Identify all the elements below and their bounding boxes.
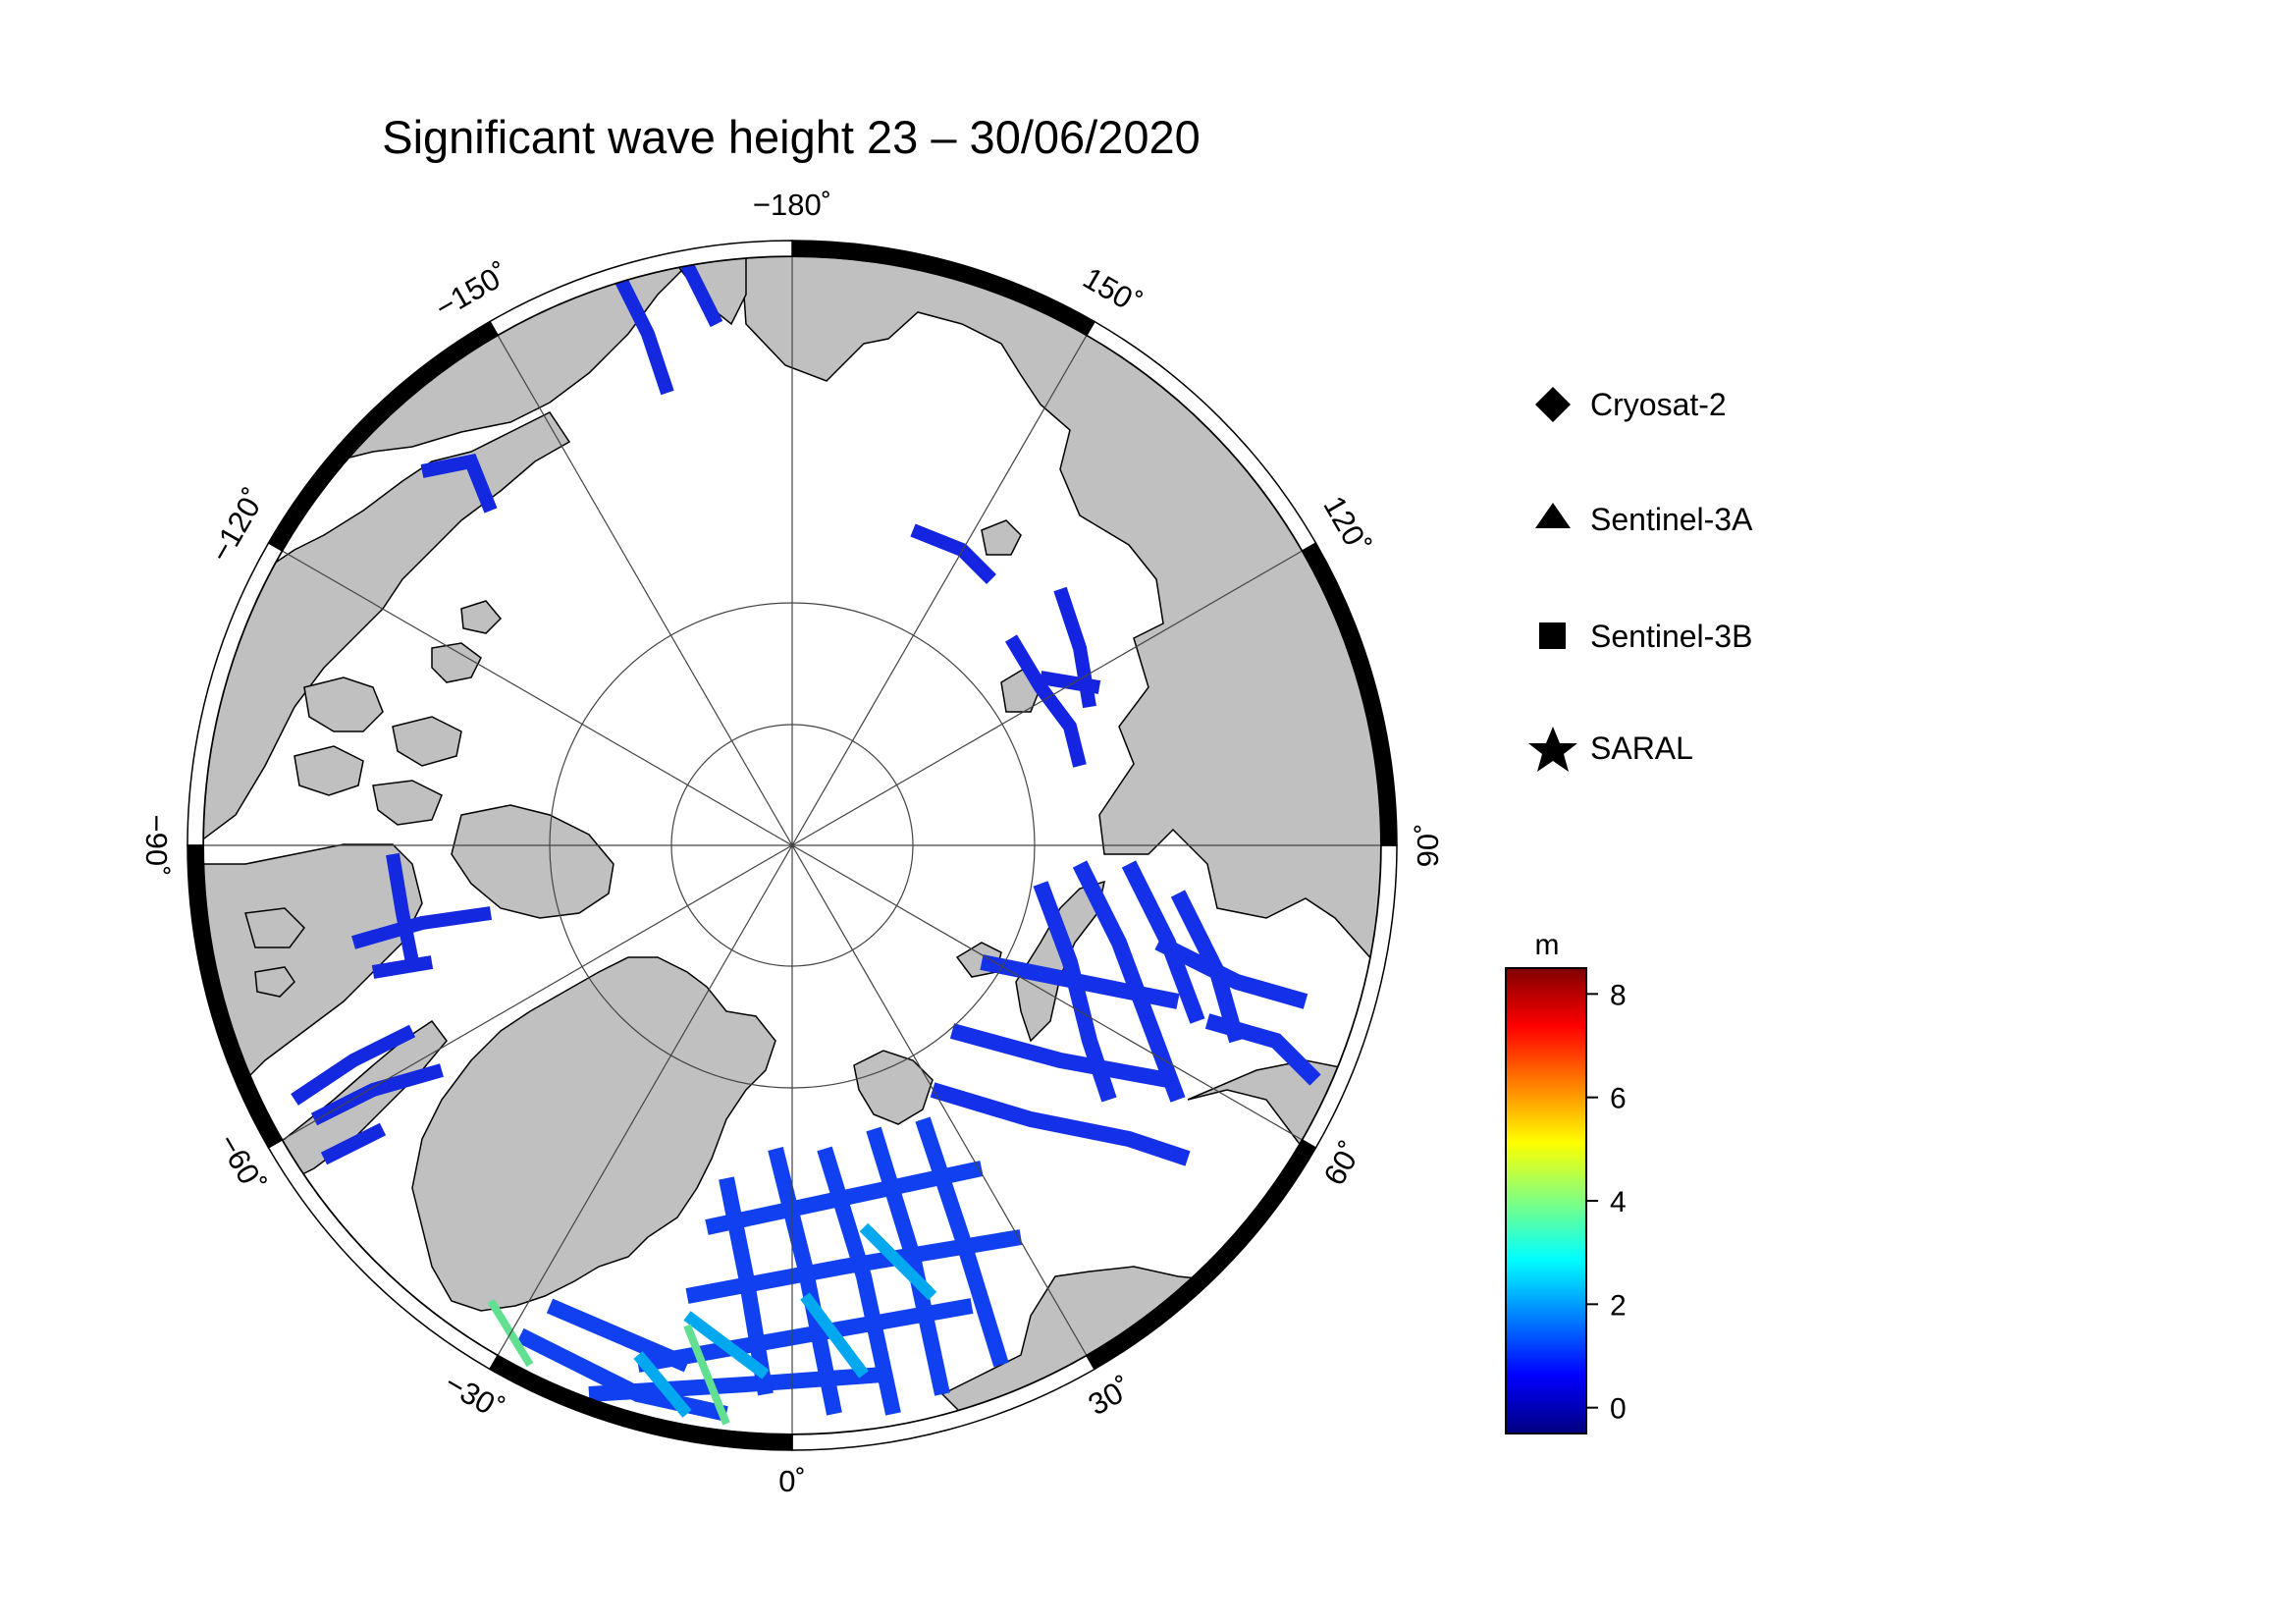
colorbar-ticks: 0 2 4 6 8 — [1586, 979, 1627, 1426]
latitude-circle-80 — [549, 602, 1036, 1089]
colorbar-tick-label: 4 — [1610, 1186, 1627, 1218]
colorbar-unit: m — [1535, 929, 1560, 961]
longitude-label: −180˚ — [753, 188, 831, 222]
graticule — [203, 256, 1381, 1434]
legend-star-icon — [1528, 727, 1577, 772]
land-island-a — [303, 676, 384, 732]
land-island-h — [254, 966, 295, 998]
satellite-tracks — [291, 261, 1321, 1426]
frame-segment — [488, 1354, 793, 1451]
land-labrador — [203, 1175, 317, 1307]
track-group-atlantic-cyan — [633, 1222, 937, 1418]
longitude-label: −90˚ — [139, 815, 174, 877]
longitude-label: 90˚ — [1411, 824, 1445, 868]
land-svalbard — [853, 1050, 934, 1125]
legend-item-saral: SARAL — [1528, 727, 1693, 772]
track-group-laptev — [910, 523, 1101, 768]
satellite-legend: Cryosat-2 Sentinel-3A Sentinel-3B SARAL — [1528, 387, 1753, 772]
colorbar-tick-label: 2 — [1610, 1289, 1627, 1322]
land-new-siberian — [981, 519, 1022, 556]
longitude-label: 120˚ — [1316, 490, 1376, 560]
track-group-atlantic — [516, 1116, 1023, 1422]
land-island-f — [460, 600, 503, 634]
land-island-d — [372, 780, 443, 826]
land-island-e — [431, 642, 482, 683]
land-island-b — [294, 745, 364, 796]
polar-map: −180˚150˚120˚90˚60˚30˚0˚−30˚−60˚−90˚−120… — [139, 188, 1445, 1498]
latitude-circle-85 — [670, 724, 914, 967]
colorbar-tick-label: 6 — [1610, 1083, 1627, 1115]
colorbar-gradient — [1505, 967, 1587, 1434]
colorbar-tick-label: 8 — [1610, 979, 1627, 1011]
legend-item-sentinel-3b: Sentinel-3B — [1539, 619, 1752, 654]
land-greenland — [411, 956, 776, 1312]
map-frame — [187, 240, 1398, 1451]
colorbar: m 0 2 4 6 8 — [1505, 929, 1627, 1434]
map-title: Significant wave height 23 – 30/06/2020 — [382, 111, 1201, 163]
longitude-label: 60˚ — [1317, 1136, 1369, 1191]
colorbar-tick-label: 0 — [1610, 1393, 1627, 1426]
longitude-label: 150˚ — [1078, 260, 1148, 320]
track-group-barents — [930, 860, 1321, 1166]
legend-square-icon — [1539, 622, 1566, 649]
legend-label-cryosat: Cryosat-2 — [1590, 387, 1727, 422]
legend-item-cryosat: Cryosat-2 — [1535, 387, 1727, 422]
legend-item-sentinel-3a: Sentinel-3A — [1535, 502, 1753, 537]
legend-diamond-icon — [1535, 387, 1571, 422]
legend-label-sentinel-3b: Sentinel-3B — [1590, 619, 1752, 654]
longitude-label: 30˚ — [1083, 1371, 1138, 1423]
legend-label-sentinel-3a: Sentinel-3A — [1590, 502, 1753, 537]
track-group-bering — [420, 261, 723, 514]
legend-label-saral: SARAL — [1590, 730, 1693, 766]
longitude-label: 0˚ — [778, 1464, 806, 1498]
legend-triangle-icon — [1535, 503, 1571, 528]
land-ellesmere — [451, 804, 614, 919]
land-island-g — [244, 907, 305, 948]
land-island-c — [392, 716, 462, 767]
